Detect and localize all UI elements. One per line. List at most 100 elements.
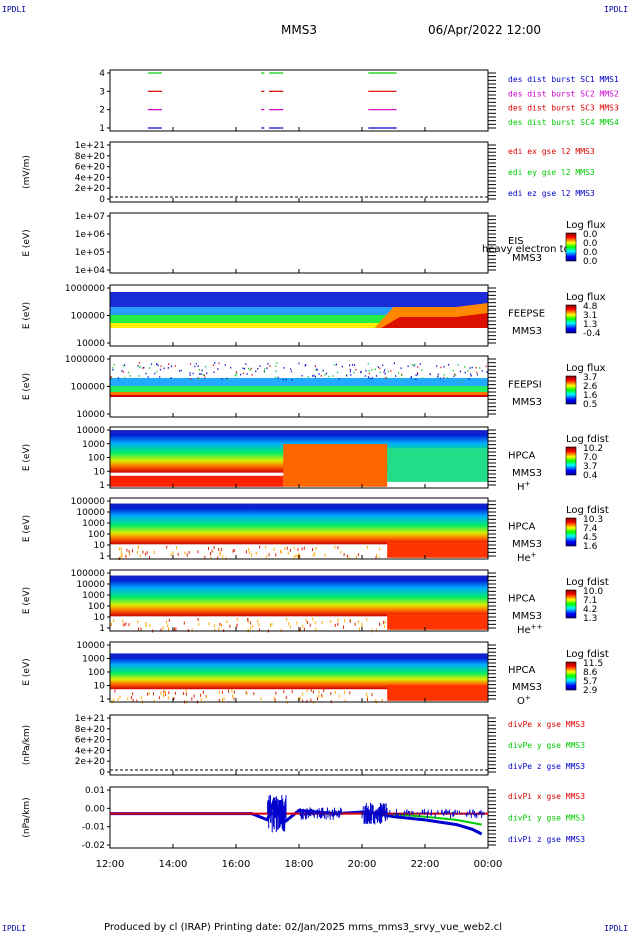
hpca_he-speckle [172,551,174,555]
legend-entry: des dist burst SC2 MMS2 [508,89,619,98]
colorbar-tick-label: 3.7 [583,462,597,472]
instrument-name: HPCA [508,451,536,462]
hpca_o-speckle [193,694,195,698]
hpca_o-speckle [222,698,223,702]
feepsi-speckle [316,368,318,371]
legend-entry: des dist burst SC3 MMS3 [508,104,619,113]
y-tick-label: 10 [94,541,106,551]
y-tick-label: 10 [94,682,106,692]
feepsi-speckle [468,378,470,380]
colorbar [565,589,577,619]
hpca_h-top-edge [110,430,488,435]
hpca_hepp-speckle [168,627,169,631]
feepsi-speckle [201,369,203,372]
y-tick-label: 1 [99,695,105,705]
feepsi-speckle [364,375,366,377]
hpca_he-speckle [197,550,199,554]
hpca_o-speckle [218,691,220,695]
hpca_hepp-speckle [354,622,356,626]
feepsi-speckle [189,374,191,376]
hpca_he-speckle [120,547,122,551]
feepsi-speckle [212,364,215,366]
feepsi-speckle [290,370,293,373]
feepsi-speckle [457,364,459,366]
feepsi-speckle [443,376,445,379]
hpca_he-speckle [297,548,299,551]
hpca_hepp-speckle [140,627,142,631]
colorbar-tick-label: 10.3 [583,515,603,525]
feepsi-speckle [332,375,334,377]
spacecraft-name: MMS3 [512,326,542,337]
feepsi-speckle [464,371,466,374]
x-tick-label: 12:00 [96,859,125,870]
y-tick-label: 1e+04 [75,266,106,276]
colorbar-tick-label: 0.0 [583,239,598,249]
feepsi-speckle [475,366,477,369]
hpca_he-spectrum [110,506,488,545]
feepsi-speckle [112,369,114,371]
y-tick-label: 2 [99,106,105,116]
feepsi-speckle [203,374,205,376]
hpca_he-speckle [186,553,188,557]
y-axis-label: E (eV) [22,515,32,542]
hpca_o-speckle [285,696,287,700]
instrument-name: FEEPSI [508,380,542,391]
hpca_hepp-speckle [349,619,351,623]
y-tick-label: 100 [88,668,105,678]
hpca_o-speckle [205,695,207,699]
feepsi-speckle [448,364,450,366]
hpca_he-late-red [387,541,488,558]
hpca_he-speckle [184,551,186,555]
species-label: He+ [517,551,537,564]
y-tick-label: 1e+07 [75,212,105,222]
feepsi-speckle [240,373,242,376]
instrument-name: HPCA [508,665,536,676]
hpca_he-speckle [312,553,314,557]
colorbar [565,661,577,691]
y-tick-label: 1000 [82,655,105,665]
y-tick-label: 100000 [71,569,106,579]
y-tick-label: 1 [99,552,105,562]
feepsi-speckle [387,370,389,373]
hpca_o-speckle [349,691,351,695]
hpca_hepp-speckle [337,618,339,622]
eis-frame [109,212,489,274]
hpca_he-speckle [188,550,190,554]
colorbar-tick-label: 7.0 [583,453,598,463]
feepsi-speckle [249,369,251,371]
colorbar-tick-label: 5.7 [583,677,597,687]
hpca_hepp-speckle [358,620,360,624]
colorbar-tick-label: 3.1 [583,311,597,321]
feepsi-speckle [277,376,279,379]
hpca_he-speckle [166,545,168,549]
hpca_hepp-speckle [247,620,249,624]
hpca_hepp-speckle [376,628,377,632]
colorbar-title: Log fdist [566,505,609,516]
colorbar-title: Log fdist [566,649,609,660]
hpca_o-speckle [164,691,166,694]
feepsi-speckle [370,378,372,380]
feepsi-speckle [298,362,300,365]
hpca_he-speckle [255,551,257,555]
feepsi-speckle [149,367,151,369]
hpca_he-speckle [139,554,141,558]
feepsi-speckle [189,372,191,374]
panel-burst: 4 3 2 1 des dist burst SC1 MMS1 des dist burs… [99,69,619,134]
hpca_o-speckle [313,690,314,694]
feepsi-speckle [439,377,441,380]
hpca_he-speckle [233,548,235,552]
feepsi-speckle [226,377,228,380]
colorbar-title: Log flux [566,363,606,374]
hpca_hepp-speckle [113,619,115,623]
hpca_o-speckle [233,690,235,694]
feepsi-speckle [112,367,114,369]
feepsi-speckle [455,374,457,376]
hpca_he-speckle [120,555,122,559]
colorbar-tick-label: 1.6 [583,391,598,401]
feepsi-speckle [204,376,206,379]
hpca_o-speckle [330,692,332,696]
hpca_he-speckle [287,551,289,555]
hpca_he-speckle [337,546,339,550]
hpca_he-speckle [268,553,270,557]
